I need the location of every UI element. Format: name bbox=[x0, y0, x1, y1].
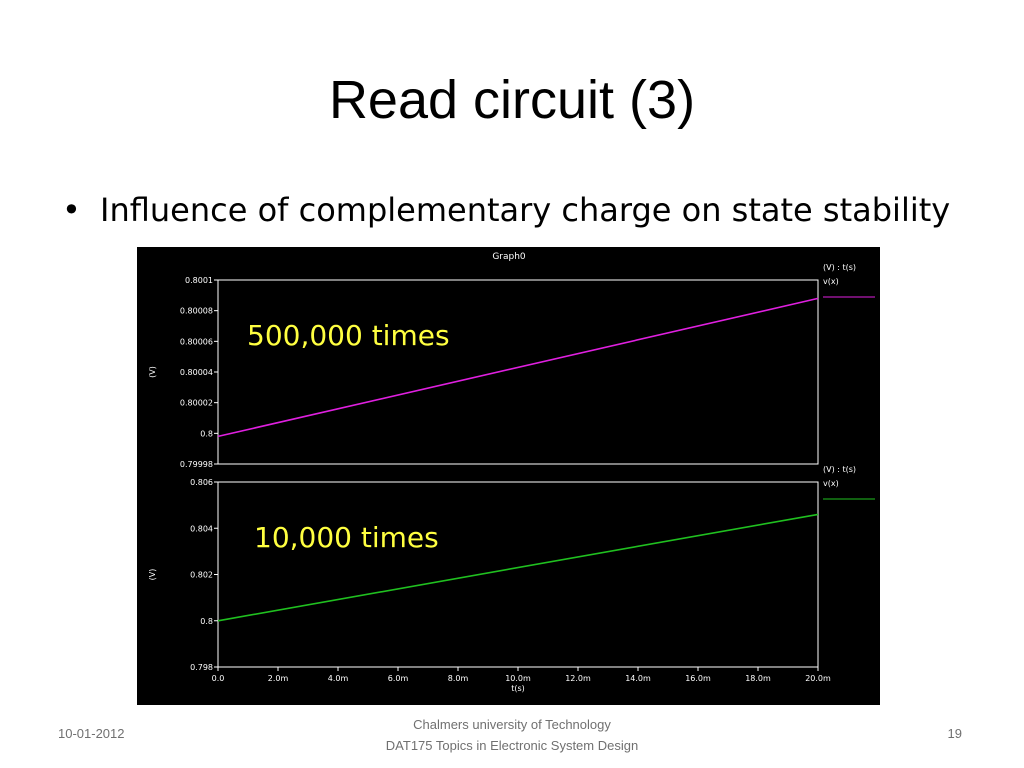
x-tick-label: 8.0m bbox=[448, 674, 469, 683]
x-tick-label: 14.0m bbox=[625, 674, 651, 683]
y-tick-label-1: 0.8 bbox=[200, 429, 213, 438]
chart-title: Graph0 bbox=[492, 252, 526, 262]
y-axis-label-1: (V) bbox=[148, 366, 157, 378]
x-tick-label: 0.0 bbox=[212, 674, 225, 683]
bullet-text: Influence of complementary charge on sta… bbox=[100, 191, 951, 229]
bullet-item: • Influence of complementary charge on st… bbox=[62, 190, 950, 230]
legend-entry-1: v(x) bbox=[823, 277, 839, 286]
x-tick-label: 20.0m bbox=[805, 674, 831, 683]
legend-header-2: (V) : t(s) bbox=[823, 465, 856, 474]
y-tick-label-1: 0.8001 bbox=[185, 276, 213, 285]
y-tick-label-1: 0.79998 bbox=[180, 460, 213, 469]
footer-center: Chalmers university of Technology DAT175… bbox=[0, 714, 1024, 756]
plot-frame-2 bbox=[217, 481, 819, 668]
footer-org: Chalmers university of Technology bbox=[413, 717, 611, 732]
x-tick-label: 18.0m bbox=[745, 674, 771, 683]
annotation-2: 10,000 times bbox=[254, 521, 439, 554]
y-tick-label-1: 0.80002 bbox=[180, 399, 213, 408]
y-tick-label-2: 0.798 bbox=[190, 663, 213, 672]
x-axis-label: t(s) bbox=[511, 684, 525, 693]
y-tick-label-1: 0.80004 bbox=[180, 368, 213, 377]
y-axis-label-2: (V) bbox=[148, 569, 157, 581]
x-tick-label: 10.0m bbox=[505, 674, 531, 683]
x-tick-label: 6.0m bbox=[388, 674, 409, 683]
series-line-2 bbox=[217, 513, 819, 622]
y-tick-label-2: 0.8 bbox=[200, 617, 213, 626]
bullet-dot: • bbox=[62, 191, 81, 229]
x-tick-label: 16.0m bbox=[685, 674, 711, 683]
footer-date: 10-01-2012 bbox=[58, 726, 125, 741]
waveform-chart-svg: Graph0 0.79998 0.8 0.80002 0.80004 0.80006 0.8… bbox=[148, 252, 875, 693]
annotation-1: 500,000 times bbox=[247, 319, 450, 352]
legend-header-1: (V) : t(s) bbox=[823, 263, 856, 272]
x-tick-label: 12.0m bbox=[565, 674, 591, 683]
x-tick-label: 4.0m bbox=[328, 674, 349, 683]
footer-course: DAT175 Topics in Electronic System Desig… bbox=[385, 738, 639, 753]
waveform-chart: Graph0 0.79998 0.8 0.80002 0.80004 0.80006 0.8… bbox=[137, 247, 880, 705]
x-tick-label: 2.0m bbox=[268, 674, 289, 683]
footer-page-number: 19 bbox=[947, 726, 962, 741]
legend-entry-2: v(x) bbox=[823, 479, 839, 488]
y-tick-label-1: 0.80006 bbox=[180, 337, 213, 346]
slide-title: Read circuit (3) bbox=[328, 70, 696, 130]
series-line-1 bbox=[217, 297, 819, 438]
plot-frame-1 bbox=[217, 279, 819, 465]
y-tick-label-2: 0.804 bbox=[190, 524, 213, 533]
y-tick-label-2: 0.802 bbox=[190, 571, 213, 580]
y-tick-label-2: 0.806 bbox=[190, 478, 213, 487]
y-tick-label-1: 0.80008 bbox=[180, 307, 213, 316]
